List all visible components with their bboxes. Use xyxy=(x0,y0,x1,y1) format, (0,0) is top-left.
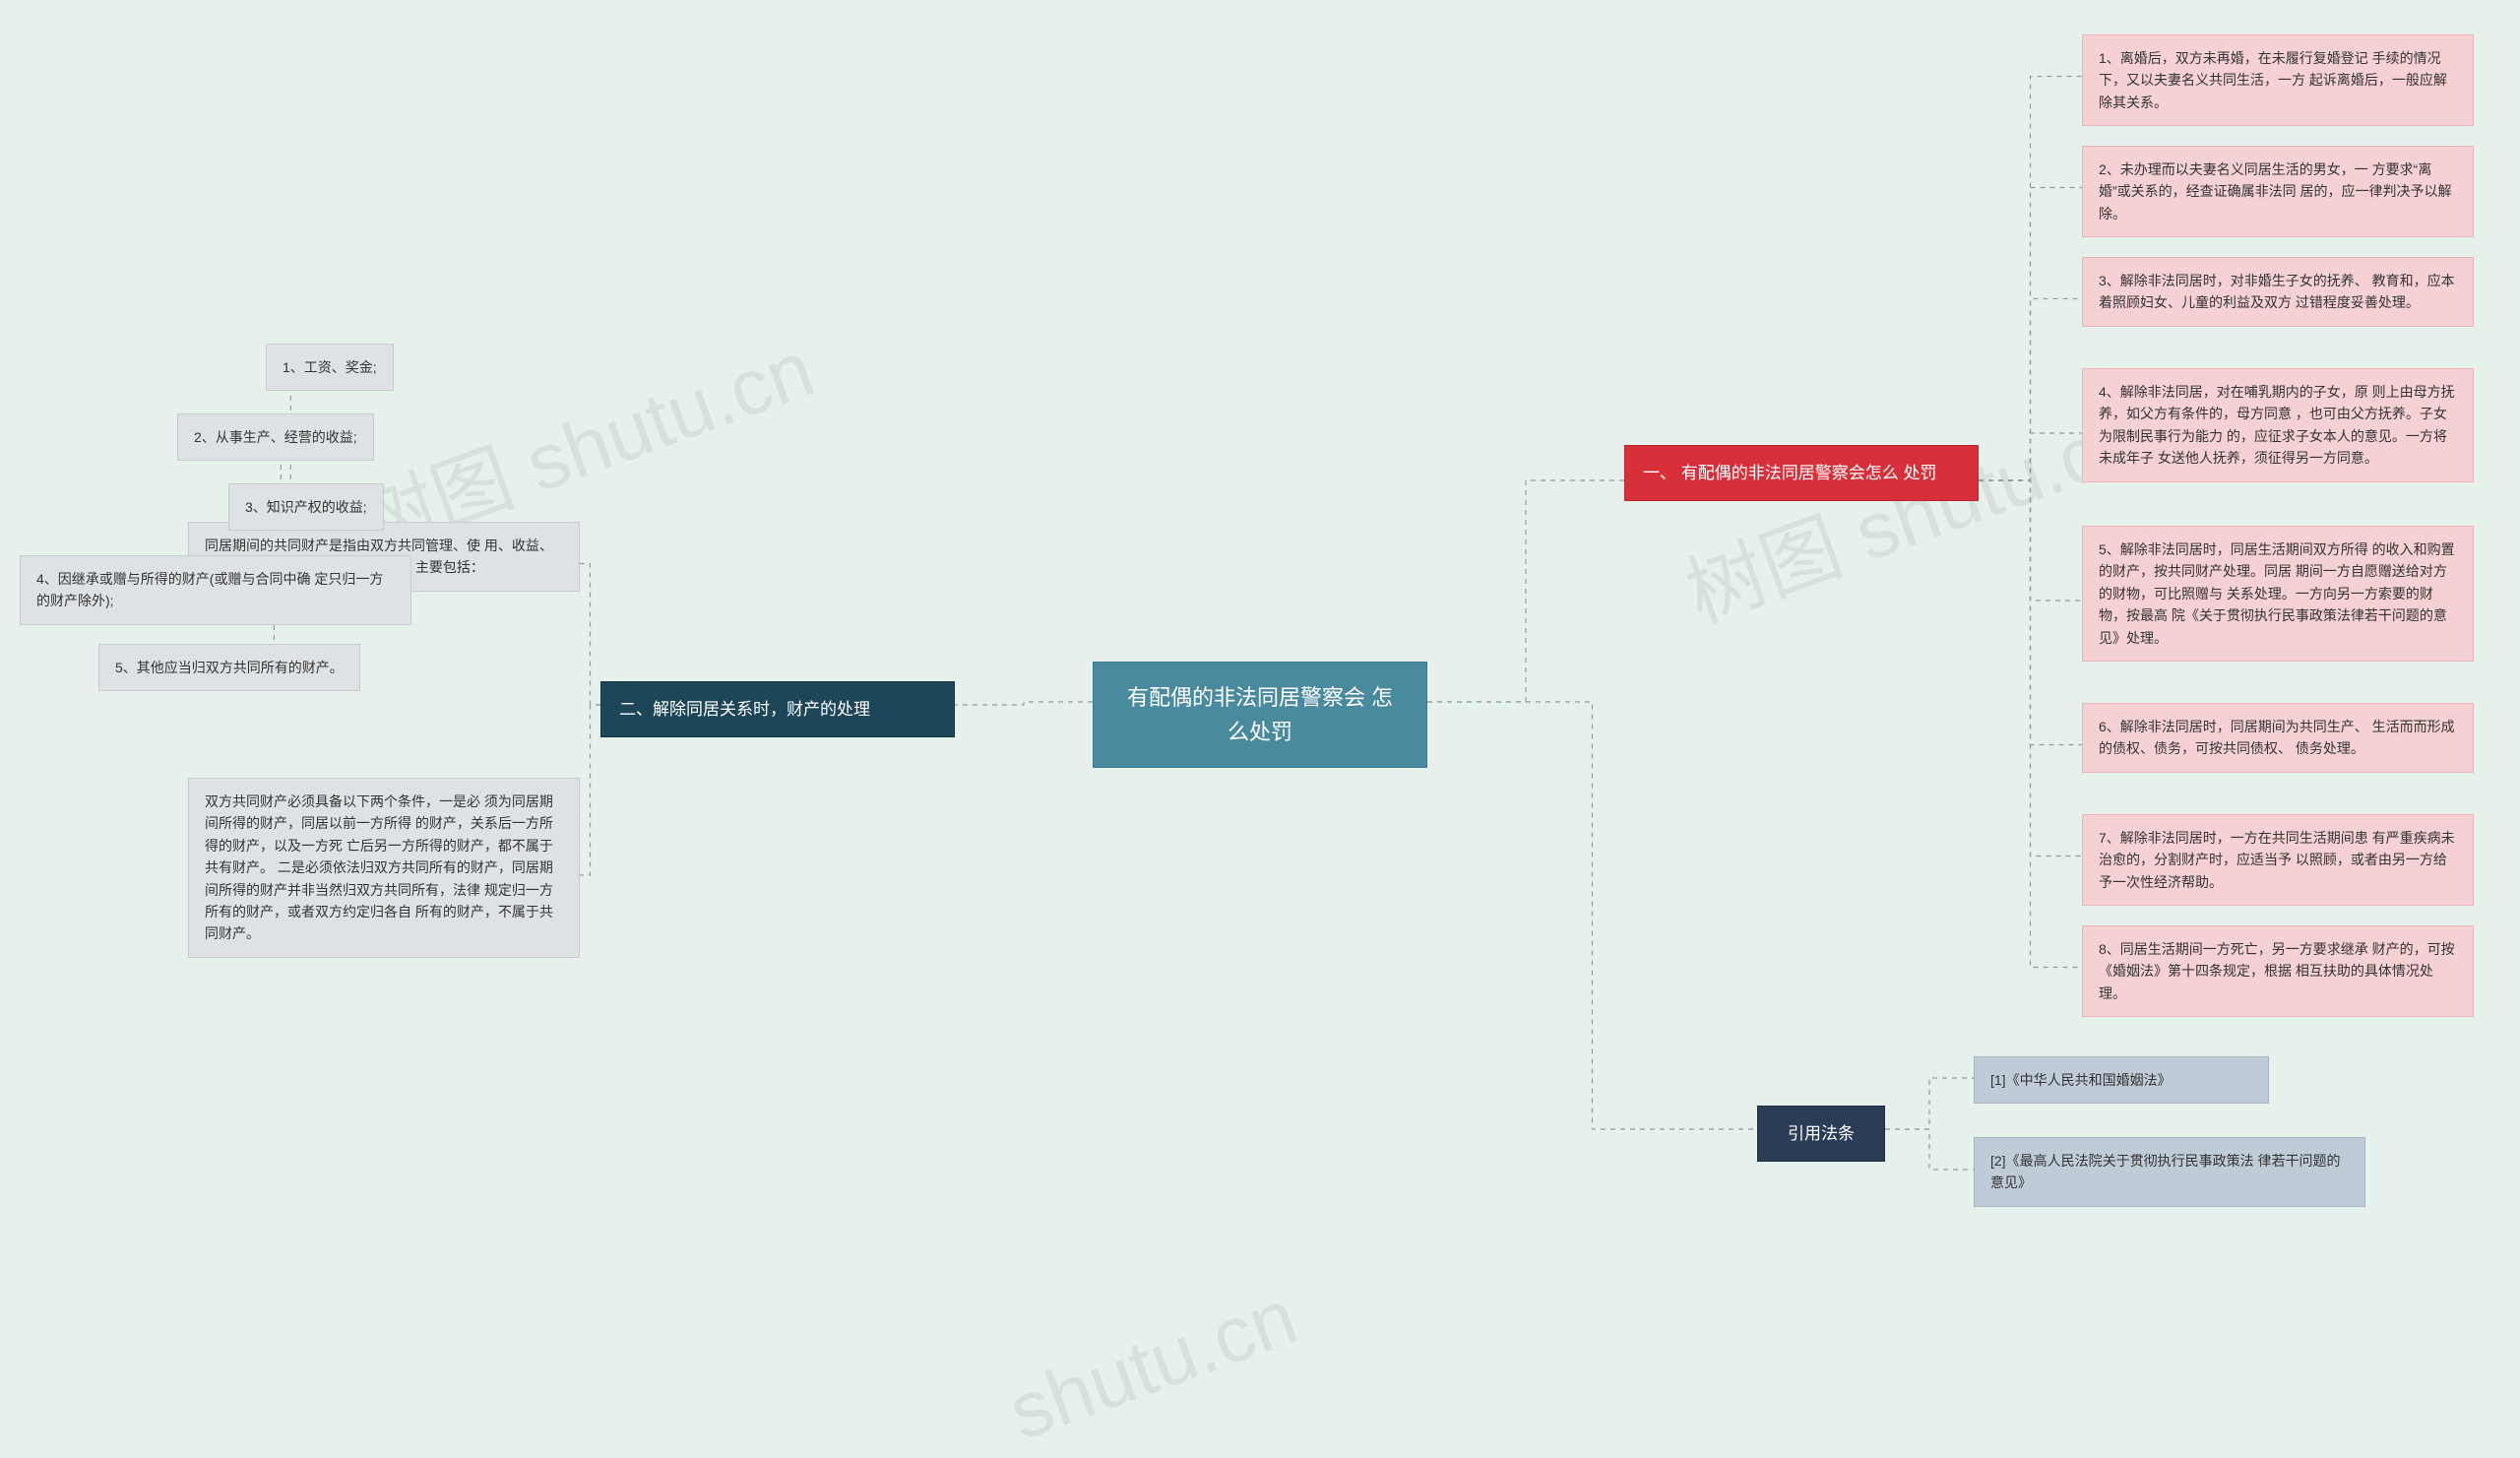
b1-leaf-6: 6、解除非法同居时，同居期间为共同生产、 生活而而形成的债权、债务，可按共同债权… xyxy=(2082,703,2474,773)
b1-leaf-1: 1、离婚后，双方未再婚，在未履行复婚登记 手续的情况下，又以夫妻名义共同生活，一… xyxy=(2082,34,2474,126)
b1-leaf-5: 5、解除非法同居时，同居生活期间双方所得 的收入和购置的财产，按共同财产处理。同… xyxy=(2082,526,2474,662)
b3-s1-leaf-2: 2、从事生产、经营的收益; xyxy=(177,413,374,461)
b3-s1-leaf-5: 5、其他应当归双方共同所有的财产。 xyxy=(98,644,360,691)
b1-leaf-2: 2、未办理而以夫妻名义同居生活的男女，一 方要求“离婚”或关系的，经查证确属非法… xyxy=(2082,146,2474,237)
b3-sub-2: 双方共同财产必须具备以下两个条件，一是必 须为同居期间所得的财产，同居以前一方所… xyxy=(188,778,580,958)
b2-leaf-1: [1]《中华人民共和国婚姻法》 xyxy=(1974,1056,2269,1104)
watermark-3: shutu.cn xyxy=(997,1271,1308,1458)
b1-leaf-7: 7、解除非法同居时，一方在共同生活期间患 有严重疾病未治愈的，分割财产时，应适当… xyxy=(2082,814,2474,906)
b1-leaf-8: 8、同居生活期间一方死亡，另一方要求继承 财产的，可按《婚姻法》第十四条规定，根… xyxy=(2082,925,2474,1017)
center-node[interactable]: 有配偶的非法同居警察会 怎么处罚 xyxy=(1093,662,1427,768)
b1-leaf-3: 3、解除非法同居时，对非婚生子女的抚养、 教育和，应本着照顾妇女、儿童的利益及双… xyxy=(2082,257,2474,327)
branch-2[interactable]: 引用法条 xyxy=(1757,1106,1885,1162)
b3-s1-leaf-4: 4、因继承或赠与所得的财产(或赠与合同中确 定只归一方的财产除外); xyxy=(20,555,411,625)
branch-1[interactable]: 一、 有配偶的非法同居警察会怎么 处罚 xyxy=(1624,445,1979,501)
b3-s1-leaf-1: 1、工资、奖金; xyxy=(266,344,394,391)
b2-leaf-2: [2]《最高人民法院关于贯彻执行民事政策法 律若干问题的意见》 xyxy=(1974,1137,2365,1207)
branch-3[interactable]: 二、解除同居关系时，财产的处理 xyxy=(600,681,955,737)
b1-leaf-4: 4、解除非法同居，对在哺乳期内的子女，原 则上由母方抚养，如父方有条件的，母方同… xyxy=(2082,368,2474,482)
b3-s1-leaf-3: 3、知识产权的收益; xyxy=(228,483,384,531)
